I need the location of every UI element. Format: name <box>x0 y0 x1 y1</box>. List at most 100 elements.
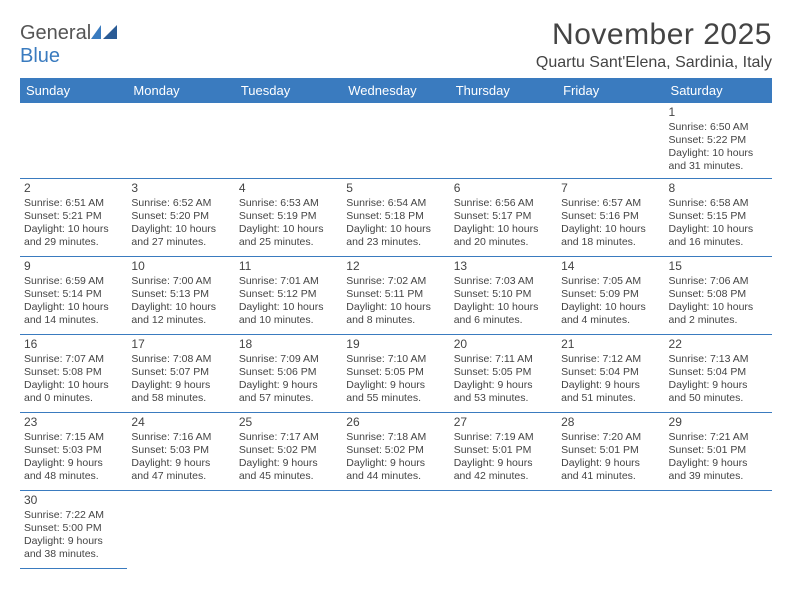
day-header-thursday: Thursday <box>450 78 557 103</box>
sunrise-text: Sunrise: 6:58 AM <box>669 197 768 210</box>
daylight-text: and 57 minutes. <box>239 392 338 405</box>
empty-cell <box>557 103 664 178</box>
sunrise-text: Sunrise: 7:18 AM <box>346 431 445 444</box>
empty-cell <box>450 490 557 568</box>
sunrise-text: Sunrise: 7:12 AM <box>561 353 660 366</box>
sunrise-text: Sunrise: 6:54 AM <box>346 197 445 210</box>
daylight-text: Daylight: 9 hours <box>131 379 230 392</box>
daylight-text: Daylight: 10 hours <box>454 223 553 236</box>
day-cell: 16Sunrise: 7:07 AMSunset: 5:08 PMDayligh… <box>20 334 127 412</box>
sunset-text: Sunset: 5:08 PM <box>669 288 768 301</box>
sunrise-text: Sunrise: 7:02 AM <box>346 275 445 288</box>
sunset-text: Sunset: 5:09 PM <box>561 288 660 301</box>
daylight-text: and 58 minutes. <box>131 392 230 405</box>
sunset-text: Sunset: 5:11 PM <box>346 288 445 301</box>
sunset-text: Sunset: 5:21 PM <box>24 210 123 223</box>
sunset-text: Sunset: 5:05 PM <box>454 366 553 379</box>
empty-cell <box>342 103 449 178</box>
sunset-text: Sunset: 5:01 PM <box>454 444 553 457</box>
day-cell: 30Sunrise: 7:22 AMSunset: 5:00 PMDayligh… <box>20 490 127 568</box>
sunset-text: Sunset: 5:17 PM <box>454 210 553 223</box>
sunset-text: Sunset: 5:10 PM <box>454 288 553 301</box>
sunrise-text: Sunrise: 6:51 AM <box>24 197 123 210</box>
day-number: 16 <box>24 337 123 352</box>
day-header-tuesday: Tuesday <box>235 78 342 103</box>
empty-cell <box>20 103 127 178</box>
sunrise-text: Sunrise: 7:15 AM <box>24 431 123 444</box>
day-number: 26 <box>346 415 445 430</box>
sunrise-text: Sunrise: 7:08 AM <box>131 353 230 366</box>
daylight-text: and 2 minutes. <box>669 314 768 327</box>
sunset-text: Sunset: 5:22 PM <box>669 134 768 147</box>
title-block: November 2025 Quartu Sant'Elena, Sardini… <box>536 18 772 72</box>
empty-cell <box>235 103 342 178</box>
sunset-text: Sunset: 5:13 PM <box>131 288 230 301</box>
sunset-text: Sunset: 5:05 PM <box>346 366 445 379</box>
sunrise-text: Sunrise: 7:22 AM <box>24 509 123 522</box>
sunset-text: Sunset: 5:03 PM <box>24 444 123 457</box>
day-number: 8 <box>669 181 768 196</box>
daylight-text: and 44 minutes. <box>346 470 445 483</box>
day-cell: 29Sunrise: 7:21 AMSunset: 5:01 PMDayligh… <box>665 412 772 490</box>
day-cell: 13Sunrise: 7:03 AMSunset: 5:10 PMDayligh… <box>450 256 557 334</box>
logo-general: General <box>20 22 91 44</box>
day-number: 3 <box>131 181 230 196</box>
day-cell: 4Sunrise: 6:53 AMSunset: 5:19 PMDaylight… <box>235 178 342 256</box>
daylight-text: Daylight: 10 hours <box>131 301 230 314</box>
sunset-text: Sunset: 5:04 PM <box>561 366 660 379</box>
week-row: 9Sunrise: 6:59 AMSunset: 5:14 PMDaylight… <box>20 256 772 334</box>
day-number: 27 <box>454 415 553 430</box>
daylight-text: and 8 minutes. <box>346 314 445 327</box>
day-number: 25 <box>239 415 338 430</box>
day-number: 14 <box>561 259 660 274</box>
day-cell: 10Sunrise: 7:00 AMSunset: 5:13 PMDayligh… <box>127 256 234 334</box>
sunset-text: Sunset: 5:14 PM <box>24 288 123 301</box>
daylight-text: Daylight: 10 hours <box>669 301 768 314</box>
day-cell: 5Sunrise: 6:54 AMSunset: 5:18 PMDaylight… <box>342 178 449 256</box>
day-number: 15 <box>669 259 768 274</box>
week-row: 16Sunrise: 7:07 AMSunset: 5:08 PMDayligh… <box>20 334 772 412</box>
day-cell: 11Sunrise: 7:01 AMSunset: 5:12 PMDayligh… <box>235 256 342 334</box>
sunset-text: Sunset: 5:08 PM <box>24 366 123 379</box>
empty-cell <box>235 490 342 568</box>
sunset-text: Sunset: 5:04 PM <box>669 366 768 379</box>
daylight-text: Daylight: 10 hours <box>346 301 445 314</box>
daylight-text: and 14 minutes. <box>24 314 123 327</box>
empty-cell <box>342 490 449 568</box>
daylight-text: Daylight: 9 hours <box>346 379 445 392</box>
day-cell: 18Sunrise: 7:09 AMSunset: 5:06 PMDayligh… <box>235 334 342 412</box>
daylight-text: Daylight: 9 hours <box>669 379 768 392</box>
day-number: 29 <box>669 415 768 430</box>
day-cell: 2Sunrise: 6:51 AMSunset: 5:21 PMDaylight… <box>20 178 127 256</box>
day-cell: 14Sunrise: 7:05 AMSunset: 5:09 PMDayligh… <box>557 256 664 334</box>
daylight-text: Daylight: 10 hours <box>561 223 660 236</box>
day-number: 18 <box>239 337 338 352</box>
daylight-text: Daylight: 9 hours <box>131 457 230 470</box>
day-cell: 21Sunrise: 7:12 AMSunset: 5:04 PMDayligh… <box>557 334 664 412</box>
daylight-text: and 51 minutes. <box>561 392 660 405</box>
empty-cell <box>127 103 234 178</box>
sunrise-text: Sunrise: 6:50 AM <box>669 121 768 134</box>
logo-blue: Blue <box>20 45 60 67</box>
daylight-text: and 50 minutes. <box>669 392 768 405</box>
day-cell: 28Sunrise: 7:20 AMSunset: 5:01 PMDayligh… <box>557 412 664 490</box>
empty-cell <box>127 490 234 568</box>
daylight-text: Daylight: 10 hours <box>239 223 338 236</box>
sunrise-text: Sunrise: 7:13 AM <box>669 353 768 366</box>
sunset-text: Sunset: 5:03 PM <box>131 444 230 457</box>
daylight-text: and 4 minutes. <box>561 314 660 327</box>
day-header-row: SundayMondayTuesdayWednesdayThursdayFrid… <box>20 78 772 103</box>
daylight-text: and 45 minutes. <box>239 470 338 483</box>
sunrise-text: Sunrise: 7:16 AM <box>131 431 230 444</box>
empty-cell <box>557 490 664 568</box>
day-number: 1 <box>669 105 768 120</box>
empty-cell <box>450 103 557 178</box>
daylight-text: and 25 minutes. <box>239 236 338 249</box>
day-cell: 12Sunrise: 7:02 AMSunset: 5:11 PMDayligh… <box>342 256 449 334</box>
day-cell: 8Sunrise: 6:58 AMSunset: 5:15 PMDaylight… <box>665 178 772 256</box>
day-cell: 1Sunrise: 6:50 AMSunset: 5:22 PMDaylight… <box>665 103 772 178</box>
sunrise-text: Sunrise: 7:03 AM <box>454 275 553 288</box>
sunrise-text: Sunrise: 7:17 AM <box>239 431 338 444</box>
sunrise-text: Sunrise: 7:01 AM <box>239 275 338 288</box>
sunset-text: Sunset: 5:00 PM <box>24 522 123 535</box>
